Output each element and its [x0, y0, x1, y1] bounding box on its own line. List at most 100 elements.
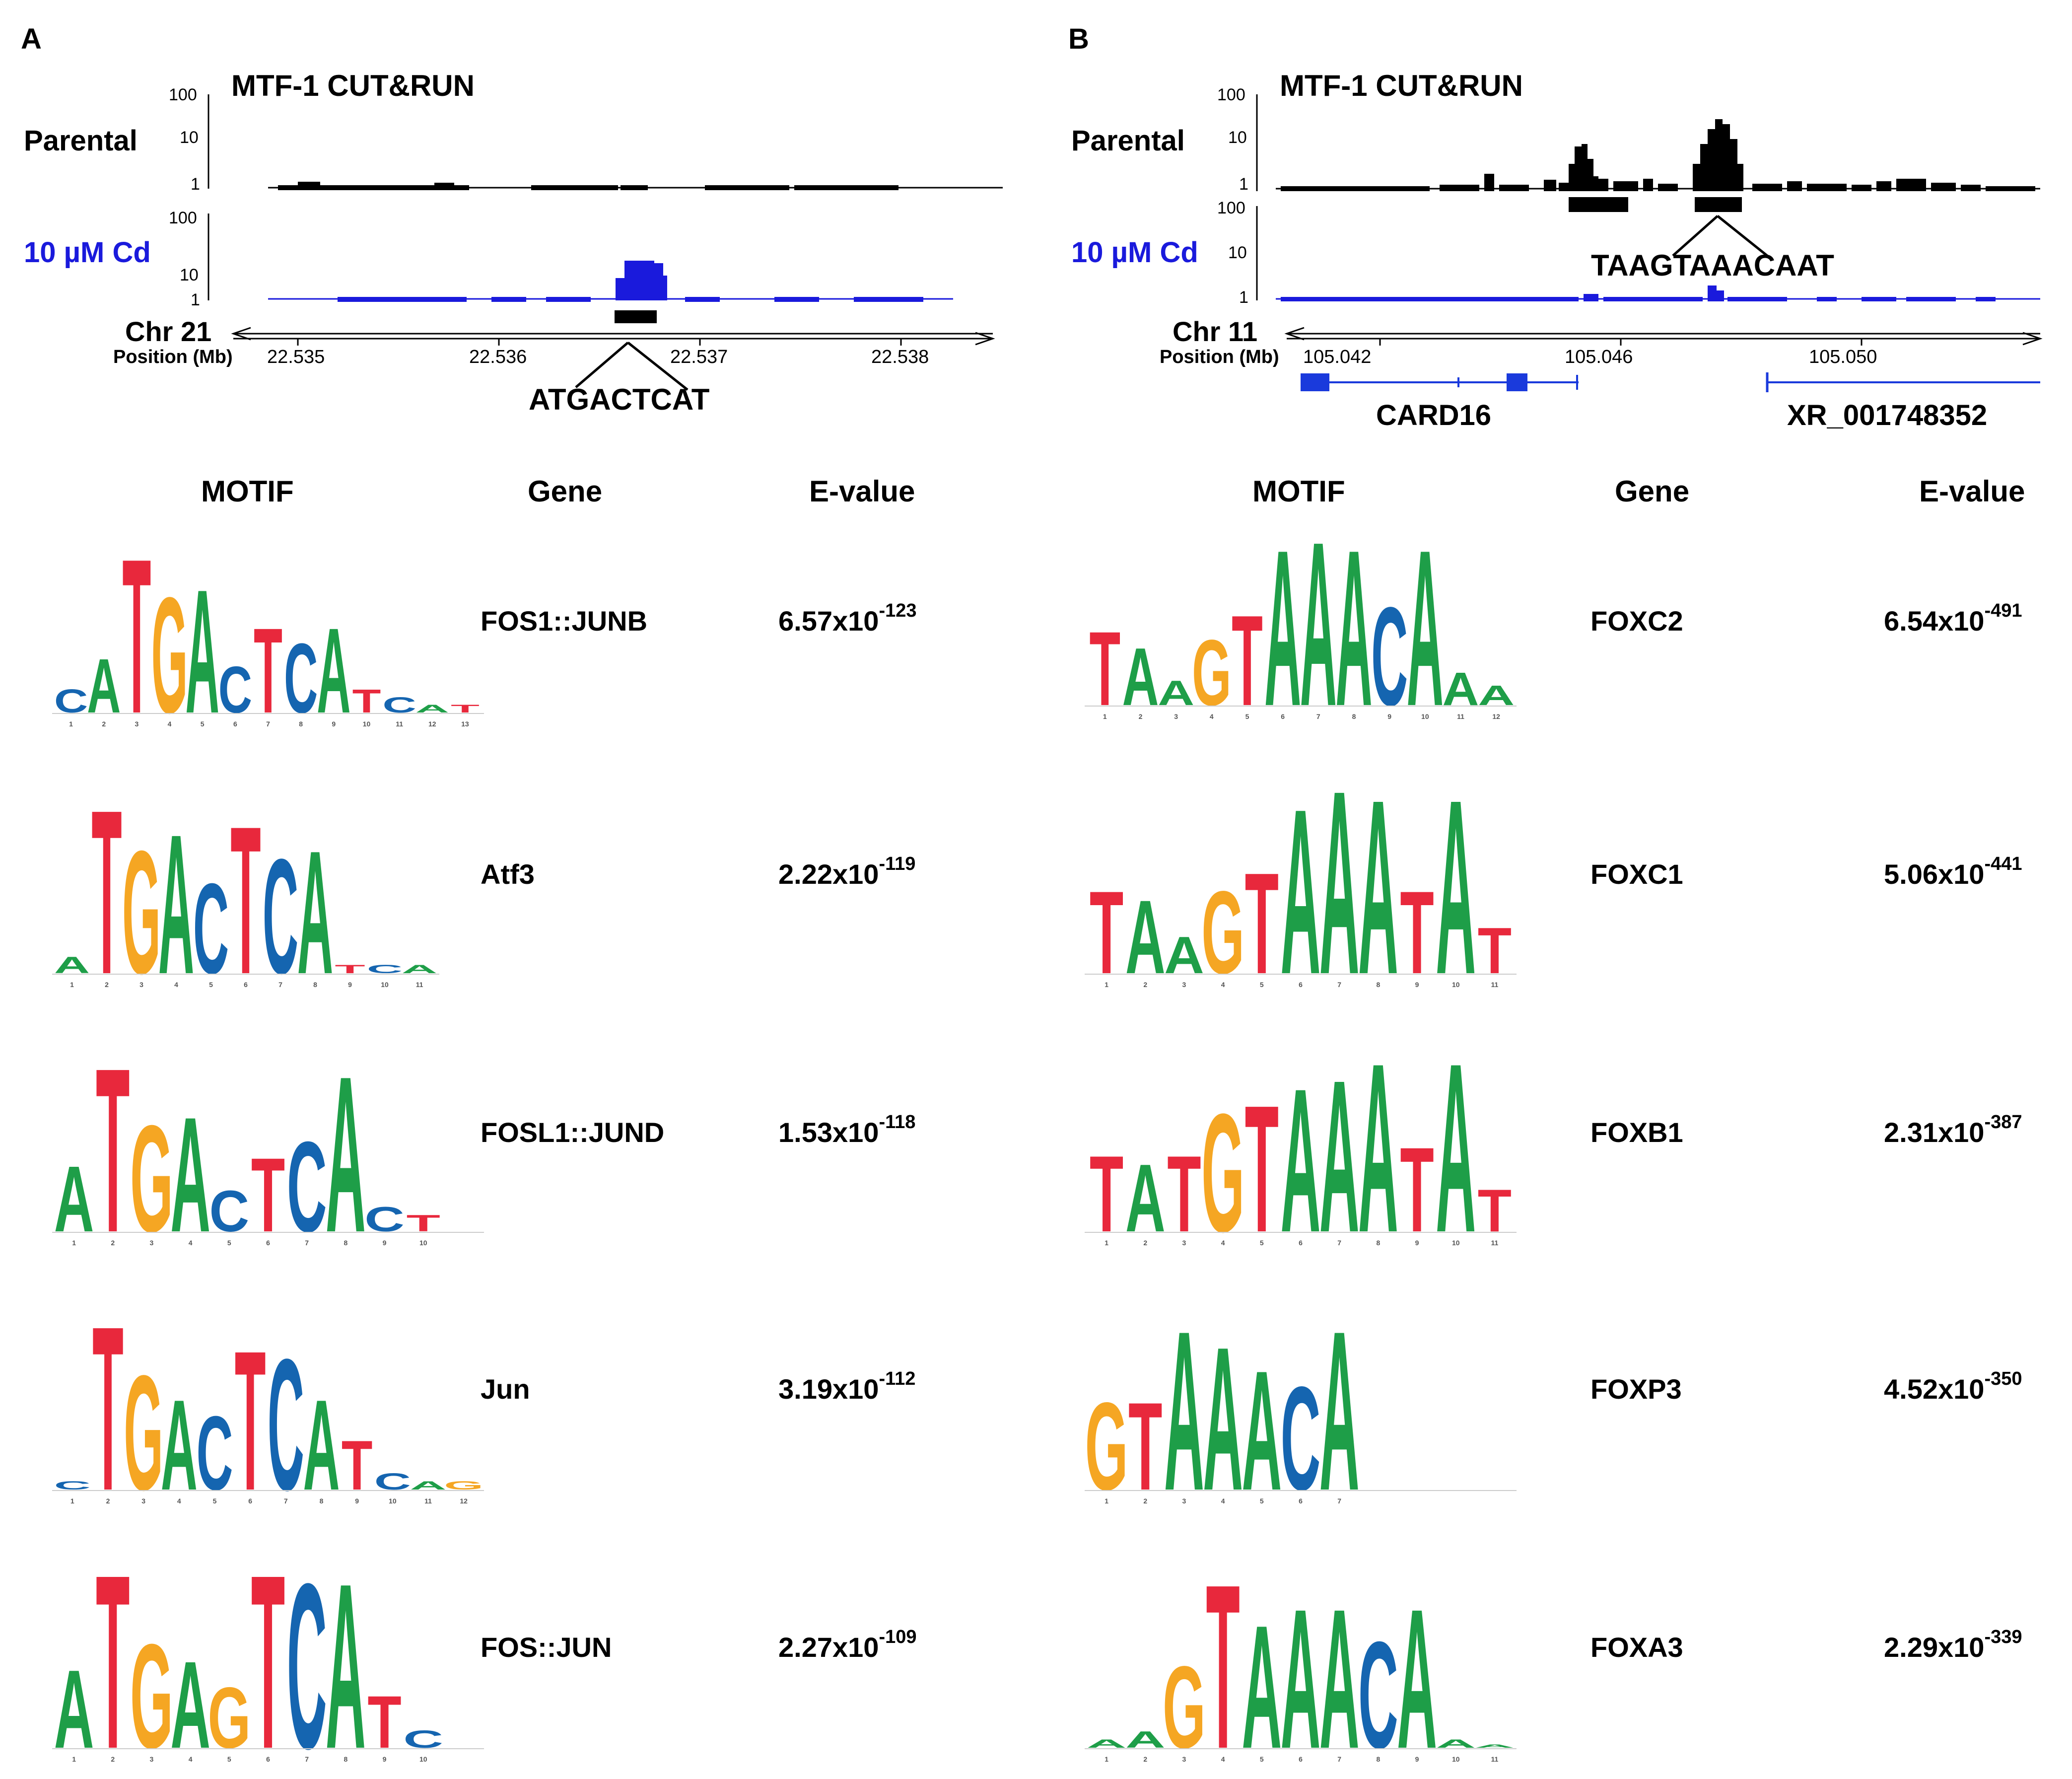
panel-b-cd-label: 10 µM Cd: [1071, 236, 1198, 269]
logo-position-tick: 4: [174, 981, 178, 989]
panel-a-ytick-100-parental: 100: [169, 85, 197, 104]
logo-position-tick: 4: [1221, 1755, 1225, 1763]
logo-position-tick: 11: [1491, 1239, 1499, 1247]
logo-position-tick: 6: [1299, 1497, 1303, 1505]
logo-letter-T: T: [92, 1311, 124, 1509]
logo-letter-G: G: [124, 1341, 163, 1509]
logo-position-tick: 8: [313, 981, 317, 989]
logo-letter-T: T: [91, 794, 122, 993]
panel-b-gene-card16: CARD16: [1376, 399, 1492, 431]
logo-letter-C: C: [197, 1395, 233, 1509]
panel-a-pos-0: 22.535: [267, 347, 325, 367]
panel-a-ytick-10-parental: 10: [180, 128, 199, 147]
logo-position-tick: 3: [141, 1497, 145, 1505]
logo-letter-T: T: [1245, 1068, 1279, 1251]
logo-position-tick: 7: [1337, 1755, 1341, 1763]
logo-position-tick: 7: [305, 1239, 309, 1247]
logo-position-tick: 6: [233, 720, 237, 728]
motif-logo-foxp3: G1 T2 A3 A4 A5 C6 A7: [1085, 1316, 1517, 1509]
logo-position-tick: 9: [355, 1497, 359, 1505]
logo-position-tick: 10: [1452, 1239, 1460, 1247]
panel-a-peak-sequence: ATGACTCAT: [529, 383, 710, 416]
panel-a-row-5-evalue: 2.27x10-109: [778, 1627, 917, 1663]
logo-letter-C: C: [1281, 1355, 1321, 1509]
panel-a-parental-label: Parental: [24, 125, 138, 157]
logo-position-tick: 7: [266, 720, 270, 728]
logo-letter-C: C: [287, 1559, 327, 1768]
logo-letter-G: G: [1163, 1642, 1206, 1768]
logo-letter-A: A: [1164, 1316, 1204, 1509]
logo-position-tick: 5: [1260, 981, 1264, 989]
logo-letter-A: A: [1281, 1048, 1321, 1251]
logo-position-tick: 5: [1260, 1497, 1264, 1505]
logo-position-tick: 10: [381, 981, 389, 989]
logo-letter-C: C: [193, 856, 229, 993]
logo-position-tick: 8: [320, 1497, 324, 1505]
logo-position-tick: 9: [332, 720, 336, 728]
logo-position-tick: 7: [284, 1497, 288, 1505]
logo-position-tick: 5: [213, 1497, 217, 1505]
panel-b-chrom-axis: [1284, 327, 2043, 346]
logo-letter-A: A: [186, 554, 219, 732]
logo-position-tick: 8: [1376, 1239, 1380, 1247]
panel-b-chrom-label: Chr 11: [1173, 316, 1258, 347]
panel-b-row-4-evalue: 4.52x10-350: [1884, 1368, 2022, 1405]
logo-position-tick: 9: [1415, 1239, 1419, 1247]
panel-a-pos-3: 22.538: [871, 347, 929, 367]
logo-position-tick: 10: [389, 1497, 397, 1505]
panel-a-row-5-gene: FOS::JUN: [481, 1632, 612, 1663]
panel-b-pos-0: 105.042: [1303, 347, 1372, 367]
logo-position-tick: 11: [396, 720, 403, 728]
logo-position-tick: 12: [1492, 712, 1500, 720]
panel-b-gene-model-xr: [1766, 372, 2040, 392]
logo-position-tick: 10: [419, 1239, 427, 1247]
logo-position-tick: 1: [1103, 712, 1107, 720]
panel-a-row-2-evalue: 2.22x10-119: [778, 854, 916, 890]
logo-letter-T: T: [1090, 610, 1121, 725]
panel-b-pos-2: 105.050: [1809, 347, 1877, 367]
logo-letter-A: A: [1281, 775, 1321, 993]
panel-a-ytick-1-parental: 1: [191, 175, 200, 194]
logo-position-tick: 10: [1452, 981, 1460, 989]
logo-letter-G: G: [1085, 1377, 1128, 1509]
motif-logo-foxb1: T1 A2 T3 G4 T5 A6 A7 A8 T9 A10 T11: [1085, 1048, 1517, 1251]
logo-position-tick: 3: [1174, 712, 1178, 720]
logo-position-tick: 4: [1221, 981, 1225, 989]
logo-position-tick: 3: [135, 720, 138, 728]
logo-position-tick: 2: [1139, 712, 1143, 720]
logo-position-tick: 11: [1491, 1755, 1499, 1763]
logo-position-tick: 1: [1105, 1239, 1108, 1247]
panel-b-row-3-evalue: 2.31x10-387: [1884, 1112, 2022, 1148]
logo-letter-G: G: [122, 814, 161, 993]
panel-a-ytick-10-cd: 10: [180, 266, 199, 285]
logo-position-tick: 3: [1182, 981, 1186, 989]
logo-position-tick: 1: [69, 720, 73, 728]
panel-b-row-1-gene: FOXC2: [1590, 605, 1683, 637]
logo-letter-T: T: [235, 1311, 266, 1509]
panel-b-row-5-gene: FOXA3: [1590, 1632, 1683, 1663]
panel-a-row-3-gene: FOSL1::JUND: [481, 1117, 665, 1148]
logo-letter-T: T: [1245, 843, 1279, 993]
logo-position-tick: 6: [1299, 1755, 1303, 1763]
logo-position-tick: 9: [1415, 981, 1419, 989]
logo-position-tick: 2: [111, 1239, 115, 1247]
logo-letter-A: A: [1436, 775, 1476, 993]
panel-b-row-1-evalue: 6.54x10-491: [1884, 600, 2022, 637]
panel-b-parental-signal: [1281, 119, 2035, 191]
logo-letter-A: A: [326, 1053, 366, 1251]
panel-a-letter: A: [21, 23, 42, 55]
panel-a-ytick-1-cd: 1: [191, 290, 200, 309]
logo-letter-A: A: [1407, 526, 1444, 725]
logo-position-tick: 3: [150, 1239, 154, 1247]
logo-letter-T: T: [1206, 1569, 1240, 1768]
logo-position-tick: 12: [460, 1497, 468, 1505]
logo-letter-C: C: [364, 1200, 405, 1239]
logo-position-tick: 13: [461, 720, 469, 728]
logo-letter-T: T: [451, 703, 480, 715]
logo-letter-A: A: [1242, 1336, 1282, 1509]
logo-position-tick: 7: [1316, 712, 1320, 720]
logo-position-tick: 11: [1491, 981, 1499, 989]
logo-letter-A: A: [1164, 926, 1204, 985]
